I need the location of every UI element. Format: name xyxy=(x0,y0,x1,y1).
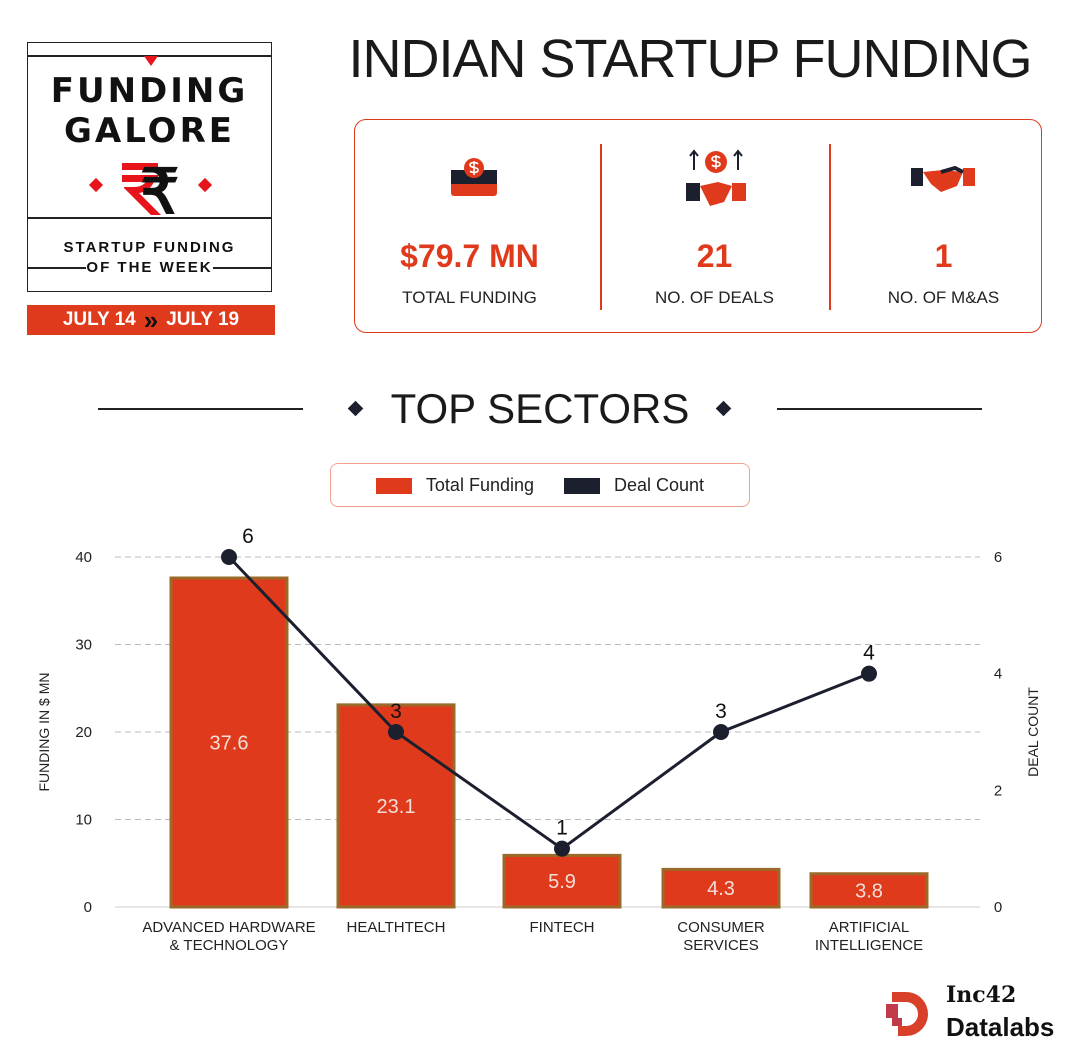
date-to: JULY 19 xyxy=(166,309,240,330)
bar xyxy=(502,853,622,909)
combo-chart: 0 10 20 30 40 0 2 4 6 FUNDING IN $ MN DEAL COUNT 37… xyxy=(36,525,1041,954)
x-tick-label: HEALTHTECH xyxy=(347,919,446,936)
double-chevron-icon: » xyxy=(143,305,159,335)
bar xyxy=(661,867,781,909)
bar-value-label: 23.1 xyxy=(377,796,416,818)
page-title: INDIAN STARTUP FUNDING xyxy=(348,29,1032,89)
y-tick-label: 0 xyxy=(84,899,92,916)
funding-galore-badge: FUNDING GALORE ₹ STARTUP FUNDING OF THE … xyxy=(27,42,272,292)
y2-tick-label: 0 xyxy=(994,899,1002,916)
deal-point xyxy=(861,665,877,682)
y-tick-label: 20 xyxy=(75,724,92,741)
divider xyxy=(777,408,982,410)
badge-subtitle2: OF THE WEEK xyxy=(86,259,213,276)
stat-label: NO. OF M&AS xyxy=(887,288,1000,307)
stat-mas: 1 NO. OF M&AS xyxy=(829,120,1058,332)
deal-value-label: 4 xyxy=(863,642,875,665)
x-tick-label: & TECHNOLOGY xyxy=(170,937,289,954)
bar xyxy=(169,576,289,909)
deal-value-label: 1 xyxy=(556,817,568,840)
bar-value-label: 4.3 xyxy=(707,878,735,900)
legend-item-funding: Total Funding xyxy=(375,474,534,496)
deal-point xyxy=(713,724,729,740)
stat-value: $79.7 MN xyxy=(400,238,539,274)
y-tick-label: 30 xyxy=(75,637,92,654)
stat-value: 21 xyxy=(696,238,733,274)
chart-legend: Total Funding Deal Count xyxy=(330,463,750,507)
deal-value-label: 3 xyxy=(390,700,402,723)
deal-point xyxy=(221,549,237,565)
bar-value-label: 5.9 xyxy=(548,871,576,893)
svg-text:₹: ₹ xyxy=(140,158,179,217)
deal-value-label: 6 xyxy=(242,525,254,548)
y-tick-label: 10 xyxy=(75,812,92,829)
y2-tick-label: 6 xyxy=(994,549,1002,566)
legend-item-deals: Deal Count xyxy=(564,475,704,496)
x-tick-label: ARTIFICIAL xyxy=(829,919,910,936)
x-tick-label: FINTECH xyxy=(530,919,595,936)
badge-line1: FUNDING xyxy=(50,71,249,111)
y2-tick-label: 2 xyxy=(994,782,1002,799)
x-tick-label: ADVANCED HARDWARE xyxy=(142,919,315,936)
datalabs-logo-icon xyxy=(884,988,932,1038)
y2-axis-label: DEAL COUNT xyxy=(1025,687,1041,777)
bar xyxy=(809,872,929,909)
handshake-dollar-icon xyxy=(600,148,829,208)
stat-label: NO. OF DEALS xyxy=(654,288,775,307)
date-from: JULY 14 xyxy=(62,309,136,330)
legend-label: Total Funding xyxy=(425,474,534,495)
deal-point xyxy=(554,840,570,857)
bar-value-label: 37.6 xyxy=(210,733,249,755)
deal-point xyxy=(388,724,404,740)
bar-value-label: 3.8 xyxy=(855,880,883,902)
badge-subtitle1: STARTUP FUNDING xyxy=(63,239,236,256)
stat-deals: 21 NO. OF DEALS xyxy=(600,120,829,332)
stat-total-funding: $79.7 MN TOTAL FUNDING xyxy=(355,120,584,332)
x-tick-label: SERVICES xyxy=(683,937,759,954)
stat-label: TOTAL FUNDING xyxy=(402,288,537,307)
y-axis-label: FUNDING IN $ MN xyxy=(36,673,52,792)
handshake-icon xyxy=(829,148,1058,208)
stat-value: 1 xyxy=(934,238,953,274)
deal-value-label: 3 xyxy=(715,700,727,723)
y-tick-label: 40 xyxy=(75,549,92,566)
date-range: JULY 14 » JULY 19 xyxy=(27,305,275,335)
rupee-icon: ₹ xyxy=(88,155,213,227)
legend-label: Deal Count xyxy=(614,474,705,495)
section-title: TOP SECTORS xyxy=(390,385,690,432)
y2-tick-label: 4 xyxy=(994,666,1002,683)
stats-panel: $79.7 MN TOTAL FUNDING 21 NO. OF DEALS 1… xyxy=(354,119,1042,333)
brand-datalabs: Datalabs xyxy=(946,1012,1055,1042)
divider xyxy=(98,408,303,410)
badge-line2: GALORE xyxy=(64,111,235,151)
x-tick-label: INTELLIGENCE xyxy=(815,937,923,954)
deal-count-line xyxy=(227,555,870,851)
triangle-icon xyxy=(144,56,158,66)
brand-inc42: Inc42 xyxy=(946,982,1017,1008)
x-tick-label: CONSUMER xyxy=(677,919,765,936)
bar xyxy=(336,703,456,909)
money-box-icon xyxy=(355,148,584,208)
